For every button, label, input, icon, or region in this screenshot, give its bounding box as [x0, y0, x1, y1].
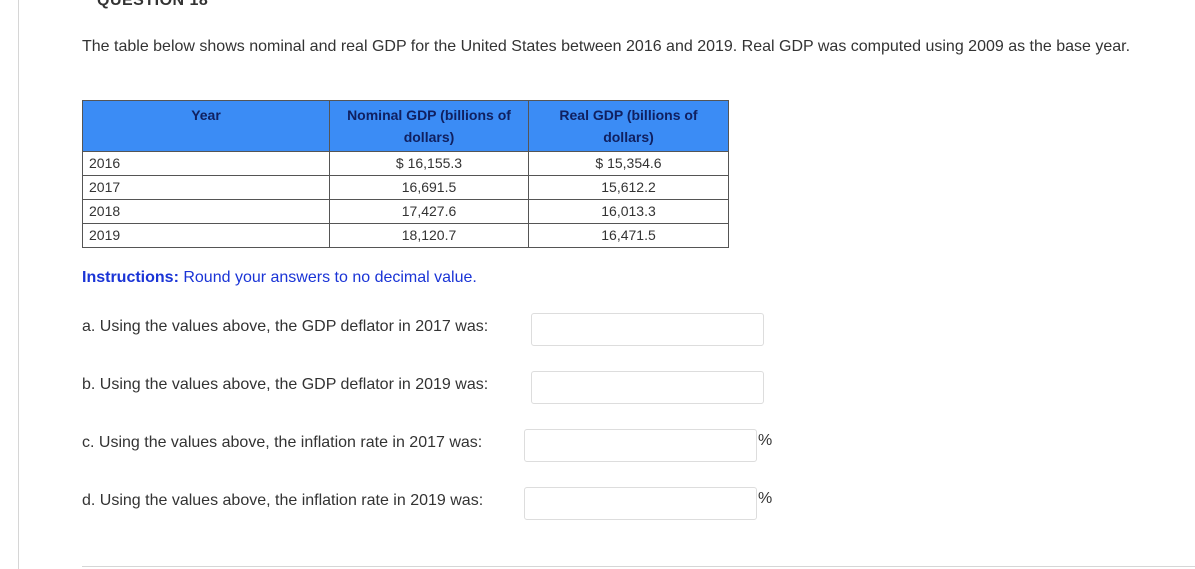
- table-cell: 16,691.5: [329, 175, 529, 200]
- question-text: a. Using the values above, the GDP defla…: [82, 318, 489, 335]
- question-text: b. Using the values above, the GDP defla…: [82, 376, 489, 393]
- table-body: 2016 $ 16,155.3 $ 15,354.6 2017 16,691.5 15,6…: [82, 151, 729, 248]
- header-row: Year Nominal GDP (billions of dollars) R…: [82, 100, 729, 152]
- table-row: 2018 17,427.6 16,013.3: [82, 199, 729, 224]
- table-cell: 2016: [82, 151, 330, 176]
- table-cell: $ 16,155.3: [329, 151, 529, 176]
- table-cell: 2018: [82, 199, 330, 224]
- gdp-table: Year Nominal GDP (billions of dollars) R…: [82, 100, 729, 248]
- instructions-label: Instructions:: [82, 269, 179, 286]
- answer-input[interactable]: [531, 371, 764, 404]
- table-cell: 2019: [82, 223, 330, 248]
- table-cell: 15,612.2: [528, 175, 729, 200]
- table-cell: 16,471.5: [528, 223, 729, 248]
- table-cell: 2017: [82, 175, 330, 200]
- instructions-text: Round your answers to no decimal value.: [183, 269, 477, 286]
- answer-input[interactable]: [524, 487, 757, 520]
- left-rule: [18, 0, 19, 569]
- answer-input[interactable]: [524, 429, 757, 462]
- unit-label: %: [758, 432, 773, 449]
- unit-label: %: [758, 490, 773, 507]
- table-row: 2019 18,120.7 16,471.5: [82, 223, 729, 248]
- question-title: QUESTION 18: [97, 0, 209, 9]
- column-header: Year: [82, 100, 330, 152]
- question-text: d. Using the values above, the inflation…: [82, 492, 484, 509]
- table-row: 2016 $ 16,155.3 $ 15,354.6: [82, 151, 729, 176]
- bottom-rule: [82, 566, 1195, 567]
- column-header: Real GDP (billions of dollars): [528, 100, 729, 152]
- column-header: Nominal GDP (billions of dollars): [329, 100, 529, 152]
- table-cell: 18,120.7: [329, 223, 529, 248]
- question-text: c. Using the values above, the inflation…: [82, 434, 483, 451]
- answer-input[interactable]: [531, 313, 764, 346]
- instructions: Instructions: Round your answers to no d…: [82, 269, 477, 287]
- table-cell: 16,013.3: [528, 199, 729, 224]
- table-row: 2017 16,691.5 15,612.2: [82, 175, 729, 200]
- table-cell: 17,427.6: [329, 199, 529, 224]
- table-cell: $ 15,354.6: [528, 151, 729, 176]
- intro-text: The table below shows nominal and real G…: [82, 38, 1131, 55]
